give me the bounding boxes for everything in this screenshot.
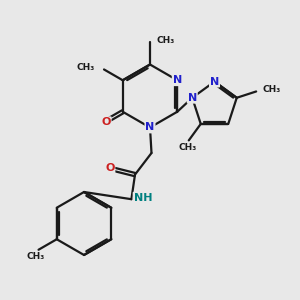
Text: CH₃: CH₃ xyxy=(26,252,45,261)
Text: NH: NH xyxy=(134,193,152,203)
Text: CH₃: CH₃ xyxy=(77,63,95,72)
Text: CH₃: CH₃ xyxy=(178,142,196,152)
Text: O: O xyxy=(105,163,115,173)
Text: N: N xyxy=(146,122,154,133)
Text: CH₃: CH₃ xyxy=(263,85,281,94)
Text: N: N xyxy=(173,75,182,85)
Text: CH₃: CH₃ xyxy=(157,36,175,45)
Text: N: N xyxy=(188,93,197,103)
Text: N: N xyxy=(210,76,219,87)
Text: O: O xyxy=(101,117,111,127)
